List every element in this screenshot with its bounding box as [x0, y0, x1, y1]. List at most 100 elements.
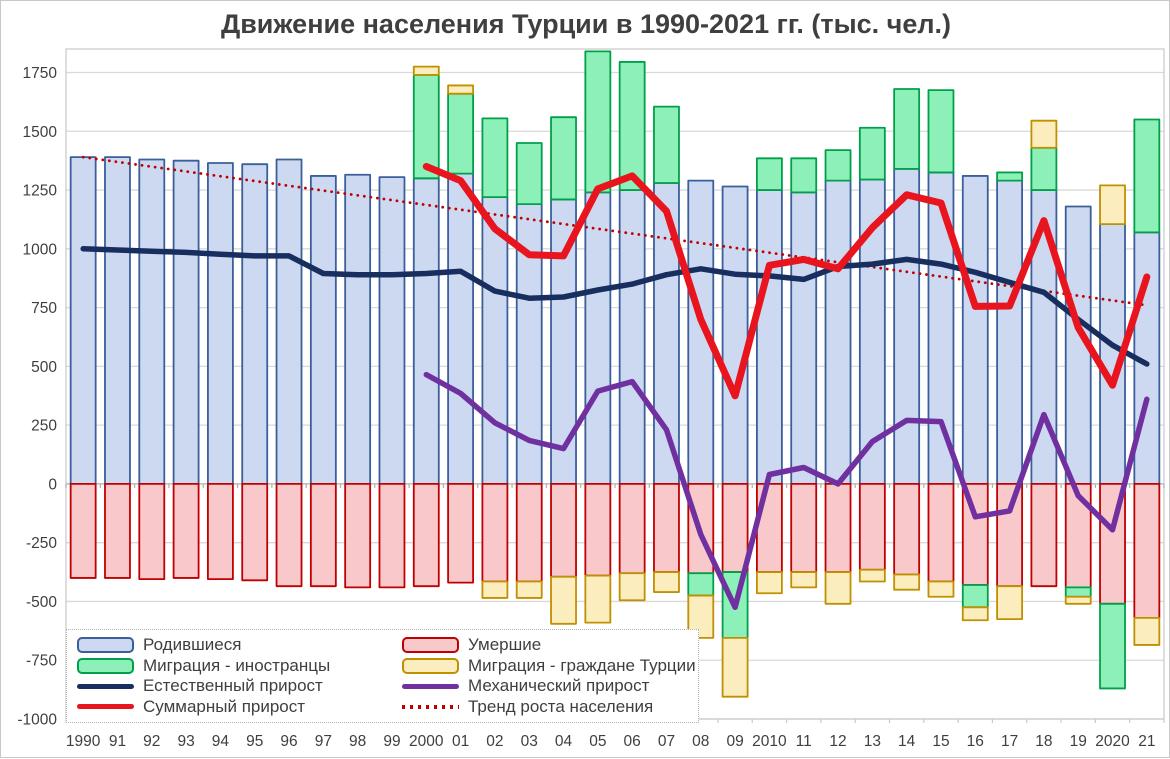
bar-segment [275, 158, 303, 485]
bar-segment [344, 173, 372, 485]
y-axis-label: 0 [48, 476, 57, 493]
legend-item: Умершие [402, 635, 700, 656]
x-axis-label: 94 [212, 733, 230, 750]
legend-swatch-bar [77, 657, 134, 674]
x-axis-label: 96 [280, 733, 297, 750]
bar-segment [584, 574, 612, 624]
y-axis-label: 1750 [23, 65, 58, 82]
legend-swatch-bar [77, 637, 134, 654]
bar-segment [756, 571, 783, 595]
bar-segment [1099, 184, 1126, 226]
chart-title: Движение населения Турции в 1990-2021 гг… [220, 9, 952, 39]
bar-segment [824, 149, 852, 182]
bar-segment [824, 571, 852, 605]
x-axis-label: 95 [246, 733, 263, 750]
bar-segment [618, 61, 646, 191]
bar-segment [756, 157, 783, 191]
bar-segment [618, 572, 646, 602]
bar-segment [790, 191, 818, 485]
bar-segment [1064, 595, 1092, 605]
bar-segment [927, 580, 955, 598]
legend-swatch-line [77, 704, 134, 710]
x-axis-label: 21 [1138, 733, 1155, 750]
bar-segment [893, 167, 921, 485]
bar-segment [550, 483, 577, 578]
x-axis-label: 14 [898, 733, 916, 750]
bar-segment [138, 158, 166, 485]
legend-label: Суммарный прирост [143, 696, 306, 716]
bar-segment [344, 483, 372, 589]
bar-segment [893, 573, 921, 591]
y-axis-label: -250 [26, 535, 57, 552]
bar-segment [961, 175, 989, 485]
y-axis-label: -1000 [17, 712, 57, 729]
bar-segment [207, 483, 234, 581]
bar-segment [618, 189, 646, 485]
bar-segment [687, 572, 715, 597]
bar-segment [1030, 483, 1058, 588]
bar-segment [996, 171, 1023, 182]
bar-segment [412, 483, 440, 588]
bar-segment [893, 88, 921, 170]
bar-segment [412, 73, 440, 180]
bar-segment [927, 483, 955, 583]
x-axis-label: 13 [864, 733, 881, 750]
bar-segment [756, 189, 783, 485]
bar-segment [721, 185, 749, 485]
bar-segment [858, 568, 886, 583]
bar-segment [756, 483, 783, 573]
y-axis-label: 1000 [23, 241, 58, 258]
x-axis-label: 17 [1001, 733, 1018, 750]
legend-item: Механический прирост [402, 676, 700, 697]
bar-segment [481, 117, 509, 199]
x-axis-label: 07 [658, 733, 675, 750]
legend-label: Умершие [468, 635, 542, 655]
x-axis-label: 19 [1070, 733, 1087, 750]
x-axis-label: 93 [177, 733, 194, 750]
chart-legend: Родившиеся Умершие Миграция - иностранцы Ми… [66, 629, 699, 723]
legend-item: Тренд роста населения [402, 697, 700, 718]
bar-segment [1133, 483, 1161, 619]
bar-segment [721, 483, 749, 573]
bar-segment [618, 483, 646, 575]
bar-segment [172, 483, 200, 579]
bar-segment [550, 575, 577, 625]
bar-segment [412, 177, 440, 485]
bar-segment [447, 92, 474, 175]
bar-segment [515, 483, 543, 583]
bar-segment [550, 116, 577, 201]
x-axis-label: 1990 [66, 733, 101, 750]
bar-segment [653, 571, 680, 593]
bar-segment [653, 483, 680, 573]
bar-segment [481, 483, 509, 583]
legend-swatch-bar [402, 637, 459, 654]
y-axis-label: 500 [31, 359, 57, 376]
x-axis-label: 04 [555, 733, 573, 750]
bar-segment [309, 175, 337, 485]
bar-segment [721, 636, 749, 698]
x-axis-label: 03 [521, 733, 538, 750]
bar-segment [1133, 118, 1161, 234]
y-axis-label: 250 [31, 418, 57, 435]
legend-item: Миграция - граждане Турции [402, 656, 700, 677]
x-axis-label: 16 [967, 733, 984, 750]
bar-segment [584, 191, 612, 485]
legend-label: Естественный прирост [143, 676, 323, 696]
bar-segment [996, 483, 1023, 588]
x-axis-label: 11 [796, 733, 812, 750]
bar-segment [1030, 146, 1058, 191]
bar-segment [996, 585, 1023, 620]
y-axis-label: -500 [26, 594, 57, 611]
x-axis-label: 15 [932, 733, 949, 750]
y-axis-label: 750 [31, 300, 57, 317]
bar-segment [858, 483, 886, 571]
x-axis-label: 08 [692, 733, 709, 750]
bar-segment [378, 176, 406, 485]
bar-segment [69, 156, 97, 485]
bar-segment [515, 580, 543, 599]
legend-label: Миграция - иностранцы [143, 655, 331, 675]
bar-segment [858, 126, 886, 181]
legend-item: Родившиеся [77, 635, 402, 656]
legend-swatch-line [402, 683, 459, 689]
